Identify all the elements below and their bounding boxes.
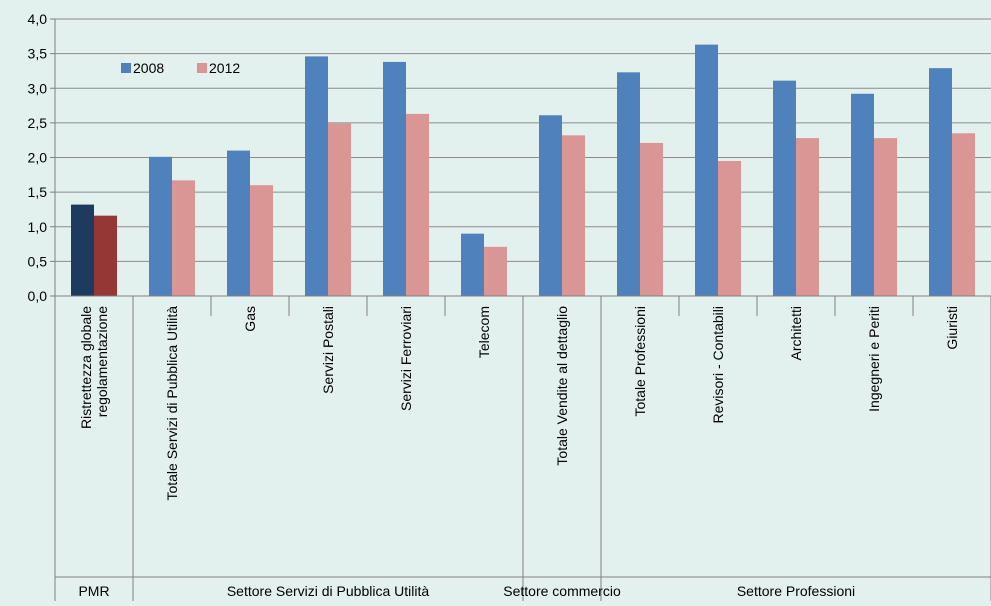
y-tick-label: 3,0 — [28, 80, 48, 96]
bar-2008 — [383, 61, 406, 297]
group-label: Settore Professioni — [737, 583, 855, 599]
category-label: Servizi Postali — [320, 306, 336, 394]
bar-2012 — [874, 138, 897, 296]
bar-2008 — [305, 56, 328, 296]
group-label: Settore Servizi di Pubblica Utilità — [227, 583, 430, 599]
legend-swatch-2008 — [121, 63, 131, 73]
category-label: Telecom — [476, 306, 492, 358]
category-label: Servizi Ferroviari — [398, 306, 414, 411]
bar-2012 — [952, 133, 975, 296]
bar-2012 — [718, 160, 741, 296]
bar-2008 — [539, 115, 562, 296]
bar-2008 — [227, 150, 250, 296]
legend-label: 2008 — [133, 60, 164, 76]
category-label: Architetti — [788, 306, 804, 360]
bar-2008 — [695, 44, 718, 297]
bar-2008 — [617, 72, 640, 296]
y-tick-label: 0,0 — [28, 288, 48, 304]
category-label: Ingegneri e Periti — [866, 306, 882, 412]
y-tick-label: 2,0 — [28, 150, 48, 166]
category-label: Giuristi — [944, 306, 960, 350]
category-label: regolamentazione — [94, 306, 110, 418]
category-label: Totale Vendite al dettaglio — [554, 306, 570, 466]
category-label: Totale Professioni — [632, 306, 648, 417]
bar-2008 — [773, 80, 796, 296]
bar-2012 — [640, 142, 663, 296]
bar-2012 — [484, 246, 507, 296]
category-label: Ristrettezza globale — [78, 306, 94, 429]
y-tick-label: 1,0 — [28, 219, 48, 235]
bar-2012 — [796, 138, 819, 296]
y-tick-label: 2,5 — [28, 115, 48, 131]
bar-2008 — [929, 68, 952, 296]
group-label: Settore commercio — [503, 583, 621, 599]
y-tick-label: 0,5 — [28, 253, 48, 269]
bar-2012 — [250, 185, 273, 296]
bar-2012 — [328, 123, 351, 296]
bar-2008 — [149, 156, 172, 296]
bar-2008 — [71, 204, 94, 296]
bar-2008 — [851, 93, 874, 296]
bar-2012 — [562, 135, 585, 296]
category-label: Totale Servizi di Pubblica Utilità — [164, 306, 180, 501]
bar-2008 — [461, 233, 484, 296]
category-label: Gas — [242, 306, 258, 332]
bar-2012 — [172, 180, 195, 296]
y-tick-label: 3,5 — [28, 46, 48, 62]
y-tick-label: 1,5 — [28, 184, 48, 200]
legend-swatch-2012 — [197, 63, 207, 73]
group-label: PMR — [78, 583, 109, 599]
bar-2012 — [406, 113, 429, 296]
y-tick-label: 4,0 — [28, 11, 48, 27]
category-label: Revisori - Contabili — [710, 306, 726, 423]
bar-2012 — [94, 215, 117, 296]
legend-label: 2012 — [209, 60, 240, 76]
